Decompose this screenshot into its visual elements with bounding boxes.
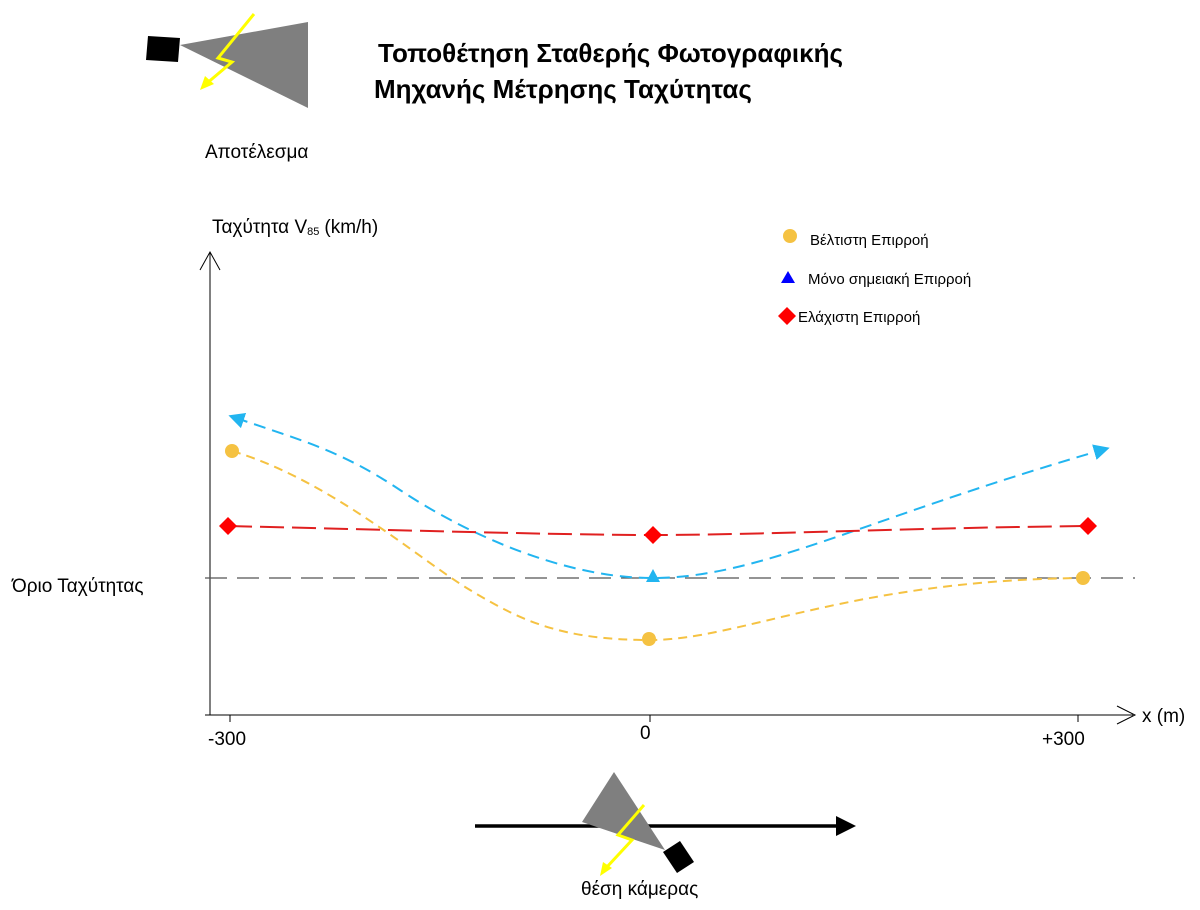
best-influence-point: [642, 632, 656, 646]
legend-label-point: Μόνο σημειακή Επιρροή: [808, 271, 971, 288]
title-line-2: Μηχανής Μέτρησης Ταχύτητας: [374, 74, 752, 104]
min-influence-point: [644, 526, 662, 544]
title-line-1: Τοποθέτηση Σταθερής Φωτογραφικής: [378, 38, 843, 68]
x-tick-label: -300: [208, 729, 246, 750]
best-influence-point: [225, 444, 239, 458]
speed-limit-label: Όριο Ταχύτητας: [11, 576, 144, 597]
bottom-camera-icon: [582, 772, 694, 876]
best-influence-markers: [225, 444, 1090, 646]
camera-body-icon: [146, 36, 180, 62]
lightning-icon: [200, 13, 256, 90]
x-tick-label: 0: [640, 723, 651, 744]
y-axis-label-subscript: 85: [307, 226, 319, 238]
legend-label-min: Ελάχιστη Επιρροή: [798, 309, 920, 326]
y-axis-arrowhead: [199, 250, 221, 271]
point-influence-curve: [228, 413, 1110, 580]
road-direction-arrow-icon: [475, 816, 856, 836]
x-axis-label: x (m): [1142, 706, 1185, 727]
camera-beam-icon: [582, 772, 665, 850]
x-tick-label: +300: [1042, 729, 1085, 750]
legend-label-best: Βέλτιστη Επιρροή: [810, 232, 929, 249]
best-influence-point: [1076, 571, 1090, 585]
y-axis-label-unit: (km/h): [324, 217, 378, 238]
legend-diamond-icon: [778, 307, 796, 325]
legend-circle-icon: [783, 229, 797, 243]
lightning-icon: [600, 804, 646, 876]
camera-body-icon: [663, 841, 694, 873]
y-axis-label: Ταχύτητα V85 (km/h): [212, 217, 378, 238]
y-axis-label-main: Ταχύτητα V: [212, 217, 307, 238]
best-influence-curve: [231, 450, 1084, 642]
min-influence-point: [1079, 517, 1097, 535]
top-camera-icon: [146, 13, 308, 108]
min-influence-markers: [219, 517, 1097, 544]
camera-beam-icon: [180, 22, 308, 108]
axes: [199, 250, 1137, 725]
point-influence-marker: [646, 569, 660, 582]
section-label: Αποτέλεσμα: [205, 142, 308, 163]
legend-triangle-icon: [781, 271, 795, 283]
x-axis-arrowhead: [1116, 705, 1137, 725]
min-influence-point: [219, 517, 237, 535]
camera-position-label: θέση κάμερας: [581, 879, 698, 900]
legend: Βέλτιστη Επιρροή Μόνο σημειακή Επιρροή Ε…: [778, 229, 971, 326]
